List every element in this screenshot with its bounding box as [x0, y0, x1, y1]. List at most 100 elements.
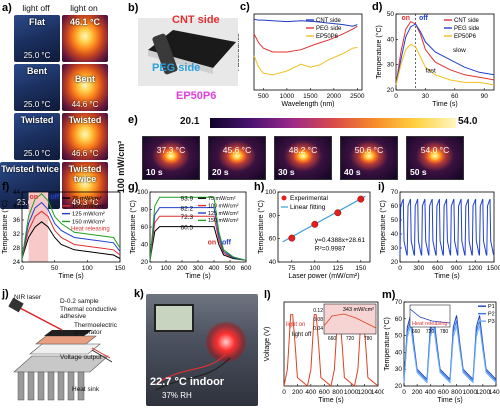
y-tick-label: 20	[395, 383, 403, 390]
inset-y-tick: 0.12	[313, 308, 323, 314]
temperature-line	[395, 23, 495, 85]
linear-fit-line	[282, 195, 366, 243]
panel-e-label: e)	[128, 114, 138, 126]
legend-entry: EP50P6	[316, 34, 339, 40]
legend-entry: P2	[488, 312, 495, 318]
panel-c: c) 500 1000 1500 2000 2500 Wavelength (nm) Abso…	[234, 0, 370, 112]
thermal-image-row: 37.3 °C 10 s 45.6 °C 20 s 48.2 °C 30 s 5…	[142, 136, 472, 180]
x-tick-label: 600	[432, 265, 443, 272]
photo-state-label: Twisted twice	[1, 164, 59, 174]
off-annotation: off	[222, 240, 232, 247]
photo-on-flat: 46.1 °C	[62, 15, 108, 62]
x-tick-label: 400	[305, 389, 316, 396]
chart-g-svg: g) 0 100 200 300 400 500 600 20 40 60 80 100 Time (s)…	[128, 181, 252, 280]
inset-y-tick: 0.04	[313, 326, 323, 332]
x-tick-label: 1500	[303, 93, 318, 100]
y-axis-label: Temperature (°C)	[383, 317, 391, 371]
y-tick-label: 40	[395, 349, 403, 356]
temperature-line	[149, 207, 247, 261]
x-tick-label: 300	[413, 265, 424, 272]
inset-x-tick: 720	[426, 329, 435, 335]
legend-entry: 75 mW/cm²	[72, 196, 102, 202]
x-tick-label: 600	[438, 389, 449, 396]
frame-temp: 45.6 °C	[222, 145, 252, 155]
y-tick-label: 50	[391, 217, 399, 224]
absorbance-line	[253, 25, 358, 53]
on-annotation: on	[402, 15, 411, 22]
x-tick-label: 200	[292, 389, 303, 396]
x-tick-label: 125	[332, 265, 343, 272]
panel-j-label: j)	[2, 288, 9, 300]
film-sample-photo	[138, 18, 238, 86]
plateau-label: 60.5	[180, 225, 193, 232]
frame-time: 50 s	[410, 167, 427, 177]
peg-side-label: PEG side	[152, 62, 201, 74]
photo-temp-label: 25.0 °C	[23, 51, 51, 60]
absorbance-line	[253, 46, 358, 76]
teg-label: Thermoelectric generator	[74, 322, 117, 336]
x-tick-label: 1500	[487, 265, 500, 272]
panel-d: d) 0 30 60 90 20 30 40 50 Time (s) Temperature (°C…	[370, 0, 500, 112]
wires	[155, 353, 231, 391]
legend-entry: P1	[488, 304, 495, 310]
y-tick-label: 30	[391, 245, 399, 252]
panel-g: g) 0 100 200 300 400 500 600 20 40 60 80 100 Time (s)…	[126, 180, 252, 284]
y-tick-label: 60	[395, 316, 403, 323]
legend-entry: PEG side	[316, 26, 342, 32]
cnt-side-label: CNT side	[172, 14, 220, 26]
plot-frame	[21, 191, 121, 263]
x-axis-label: Time (s)	[185, 273, 210, 280]
cycling-line	[399, 198, 495, 256]
x-tick-label: 0	[402, 389, 406, 396]
indoor-temp-caption: 22.7 °C indoor	[150, 376, 225, 388]
thermal-frame-10s: 37.3 °C 10 s	[142, 136, 200, 180]
off-annotation: off	[419, 15, 429, 22]
x-tick-label: 0	[398, 265, 402, 272]
y-tick-label: 60	[269, 236, 277, 243]
absorbance-line	[253, 18, 358, 27]
x-tick-label: 90	[481, 93, 489, 100]
slow-annotation: slow	[453, 47, 466, 54]
frame-time: 30 s	[278, 167, 295, 177]
y-tick-label: 40	[141, 242, 149, 249]
y-axis-label: Temperature (°C)	[1, 200, 9, 254]
y-tick-label: 80	[141, 207, 149, 214]
y-tick-label: 40	[13, 203, 21, 210]
red-glow	[206, 322, 246, 362]
y-tick-label: 50	[395, 333, 403, 340]
fit-r2: R²=0.9987	[315, 245, 346, 252]
panel-label: d)	[372, 1, 383, 13]
panel-f: f) 0 50 100 150 24 28 32 36 40 44 Time (s) Temperatu…	[0, 180, 126, 284]
y-tick-label: 60	[141, 224, 149, 231]
x-tick-label: 150	[115, 265, 126, 272]
photo-temp-label: 25.0 °C	[23, 100, 51, 109]
photo-state-label: Twisted	[20, 115, 54, 125]
y-tick-label: 60	[391, 203, 399, 210]
legend-entry: P3	[488, 319, 495, 325]
x-tick-label: 50	[51, 265, 59, 272]
panel-k-label: k)	[134, 288, 144, 300]
off-annotation: off	[50, 194, 60, 201]
inset-line	[409, 308, 451, 324]
chart-i-svg: i) 0 300 600 900 1200 1500 20 30 40 50 60 70 Time (s)…	[378, 181, 500, 280]
photo-state-label: Bent	[27, 66, 47, 76]
frame-temp: 37.3 °C	[156, 145, 186, 155]
photo-off-bent: Bent 25.0 °C	[14, 64, 60, 111]
colorbar-max: 54.0	[458, 116, 478, 127]
x-tick-label: 2500	[350, 93, 365, 100]
panel-label: c)	[240, 1, 250, 13]
panel-label: g)	[128, 181, 139, 193]
x-tick-label: 100	[309, 265, 320, 272]
y-axis-label: Temperature (°C)	[379, 200, 387, 254]
photo-on-twisted-twice: Twisted twice 49.3 °C	[62, 162, 108, 209]
panel-j: j) NIR laser D-0.2 sample Thermal conduc…	[0, 288, 132, 410]
temperature-line	[21, 210, 121, 259]
x-axis-label: Wavelength (nm)	[281, 101, 334, 108]
y-tick-label: 70	[391, 189, 399, 196]
photo-state-label: Twisted	[68, 115, 102, 125]
x-tick-label: 1400	[489, 389, 500, 396]
x-tick-label: 400	[209, 265, 220, 272]
y-tick-label: 100	[265, 189, 276, 196]
